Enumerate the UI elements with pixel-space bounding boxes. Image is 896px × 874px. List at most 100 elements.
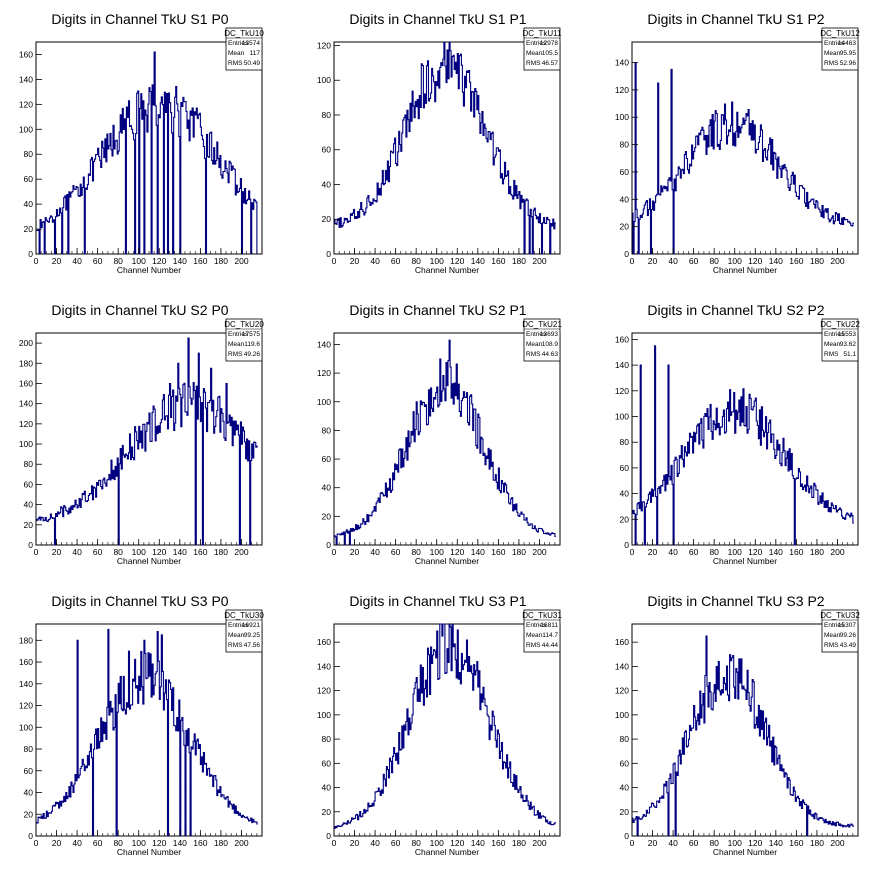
x-tick-label: 80 bbox=[113, 256, 123, 266]
x-tick-label: 100 bbox=[132, 547, 146, 557]
x-tick-label: 0 bbox=[332, 547, 337, 557]
x-tick-label: 180 bbox=[810, 838, 824, 848]
histogram-series bbox=[36, 628, 258, 837]
x-tick-label: 40 bbox=[370, 547, 380, 557]
histogram-svg: Digits in Channel TkU S2 P2 0 20 40 60 80 100 1… bbox=[615, 302, 861, 566]
x-axis-label: Channel Number bbox=[713, 556, 777, 566]
x-tick-label: 200 bbox=[532, 547, 546, 557]
stats-value: 108.9 bbox=[542, 341, 559, 348]
stats-box-frame bbox=[225, 609, 263, 653]
x-tick-label: 60 bbox=[93, 838, 103, 848]
y-tick-label: 120 bbox=[317, 686, 331, 696]
y-tick-label: 0 bbox=[624, 540, 629, 550]
stats-label: Entries bbox=[228, 622, 249, 629]
stats-value: 46.57 bbox=[542, 60, 559, 67]
stats-label: RMS bbox=[824, 642, 839, 649]
x-tick-label: 200 bbox=[234, 547, 248, 557]
chart-title: Digits in Channel TkU S2 P2 bbox=[647, 302, 824, 318]
x-tick-label: 100 bbox=[132, 256, 146, 266]
histogram-series bbox=[36, 337, 258, 546]
stats-label: Mean bbox=[526, 50, 543, 57]
histogram-series bbox=[632, 61, 854, 255]
y-tick-label: 40 bbox=[620, 194, 630, 204]
chart-title: Digits in Channel TkU S3 P2 bbox=[647, 593, 824, 609]
y-tick-label: 20 bbox=[620, 222, 630, 232]
x-tick-label: 120 bbox=[152, 256, 166, 266]
histogram-panel: Digits in Channel TkU S3 P0 0 20 40 60 80 100 1… bbox=[0, 582, 298, 873]
x-tick-label: 60 bbox=[689, 838, 699, 848]
x-tick-label: 20 bbox=[648, 256, 658, 266]
x-tick-label: 80 bbox=[411, 838, 421, 848]
x-tick-label: 20 bbox=[52, 547, 62, 557]
x-tick-label: 60 bbox=[689, 256, 699, 266]
stats-value: 49.26 bbox=[244, 351, 261, 358]
y-tick-label: 20 bbox=[24, 520, 34, 530]
histogram-panel: Digits in Channel TkU S3 P1 0 20 40 60 80 100 1… bbox=[298, 582, 596, 873]
x-tick-label: 20 bbox=[52, 838, 62, 848]
stats-value: 105.5 bbox=[542, 50, 559, 57]
histogram-series bbox=[334, 623, 556, 830]
x-tick-label: 0 bbox=[332, 256, 337, 266]
x-tick-label: 140 bbox=[173, 838, 187, 848]
y-tick-label: 60 bbox=[24, 174, 34, 184]
y-tick-label: 60 bbox=[322, 454, 332, 464]
y-tick-label: 80 bbox=[322, 425, 332, 435]
x-tick-label: 100 bbox=[430, 838, 444, 848]
x-tick-label: 0 bbox=[630, 838, 635, 848]
x-tick-label: 40 bbox=[72, 256, 82, 266]
stats-value: 99.26 bbox=[840, 632, 857, 639]
y-tick-label: 100 bbox=[317, 710, 331, 720]
y-tick-label: 40 bbox=[24, 199, 34, 209]
chart-title: Digits in Channel TkU S2 P1 bbox=[349, 302, 526, 318]
x-tick-label: 80 bbox=[113, 838, 123, 848]
y-tick-label: 20 bbox=[620, 807, 630, 817]
x-tick-label: 120 bbox=[748, 838, 762, 848]
stats-value: 119.6 bbox=[244, 341, 260, 348]
x-tick-label: 180 bbox=[214, 547, 228, 557]
stats-value: 14463 bbox=[838, 40, 856, 47]
histogram-panel: Digits in Channel TkU S1 P2 0 20 40 60 80 100 1… bbox=[596, 0, 894, 291]
stats-label: Entries bbox=[228, 331, 249, 338]
x-tick-label: 0 bbox=[630, 256, 635, 266]
stats-box-frame bbox=[523, 609, 561, 653]
x-tick-label: 140 bbox=[173, 256, 187, 266]
stats-box-frame bbox=[523, 318, 561, 362]
stats-label: Entries bbox=[824, 40, 845, 47]
y-tick-label: 20 bbox=[24, 809, 34, 819]
histogram-svg: Digits in Channel TkU S2 P0 0 20 40 60 80 100 1… bbox=[19, 302, 265, 566]
y-tick-label: 160 bbox=[615, 334, 629, 344]
stats-name: DC_TkU20 bbox=[224, 320, 264, 329]
y-tick-label: 140 bbox=[615, 58, 629, 68]
x-tick-label: 200 bbox=[532, 256, 546, 266]
y-tick-label: 0 bbox=[28, 249, 33, 259]
chart-title: Digits in Channel TkU S2 P0 bbox=[51, 302, 228, 318]
x-tick-label: 20 bbox=[648, 838, 658, 848]
stats-value: 44.44 bbox=[542, 642, 559, 649]
y-tick-label: 60 bbox=[322, 758, 332, 768]
stats-label: Mean bbox=[526, 341, 543, 348]
x-tick-label: 60 bbox=[391, 838, 401, 848]
x-axis-label: Channel Number bbox=[415, 265, 479, 275]
stats-value: 95.95 bbox=[840, 50, 857, 57]
stats-label: Mean bbox=[526, 632, 543, 639]
x-tick-label: 120 bbox=[748, 547, 762, 557]
x-tick-label: 120 bbox=[450, 256, 464, 266]
x-tick-label: 160 bbox=[789, 256, 803, 266]
x-tick-label: 0 bbox=[332, 838, 337, 848]
x-tick-label: 100 bbox=[728, 256, 742, 266]
histogram-series bbox=[334, 41, 556, 255]
x-tick-label: 200 bbox=[234, 838, 248, 848]
chart-title: Digits in Channel TkU S1 P2 bbox=[647, 11, 824, 27]
x-tick-label: 20 bbox=[648, 547, 658, 557]
stats-label: RMS bbox=[824, 351, 839, 358]
histogram-series bbox=[334, 339, 556, 546]
histogram-svg: Digits in Channel TkU S3 P2 0 20 40 60 80 100 1… bbox=[615, 593, 861, 857]
y-tick-label: 0 bbox=[326, 831, 331, 841]
y-tick-label: 100 bbox=[615, 412, 629, 422]
x-tick-label: 20 bbox=[350, 838, 360, 848]
stats-label: Entries bbox=[526, 40, 547, 47]
x-tick-label: 160 bbox=[193, 256, 207, 266]
